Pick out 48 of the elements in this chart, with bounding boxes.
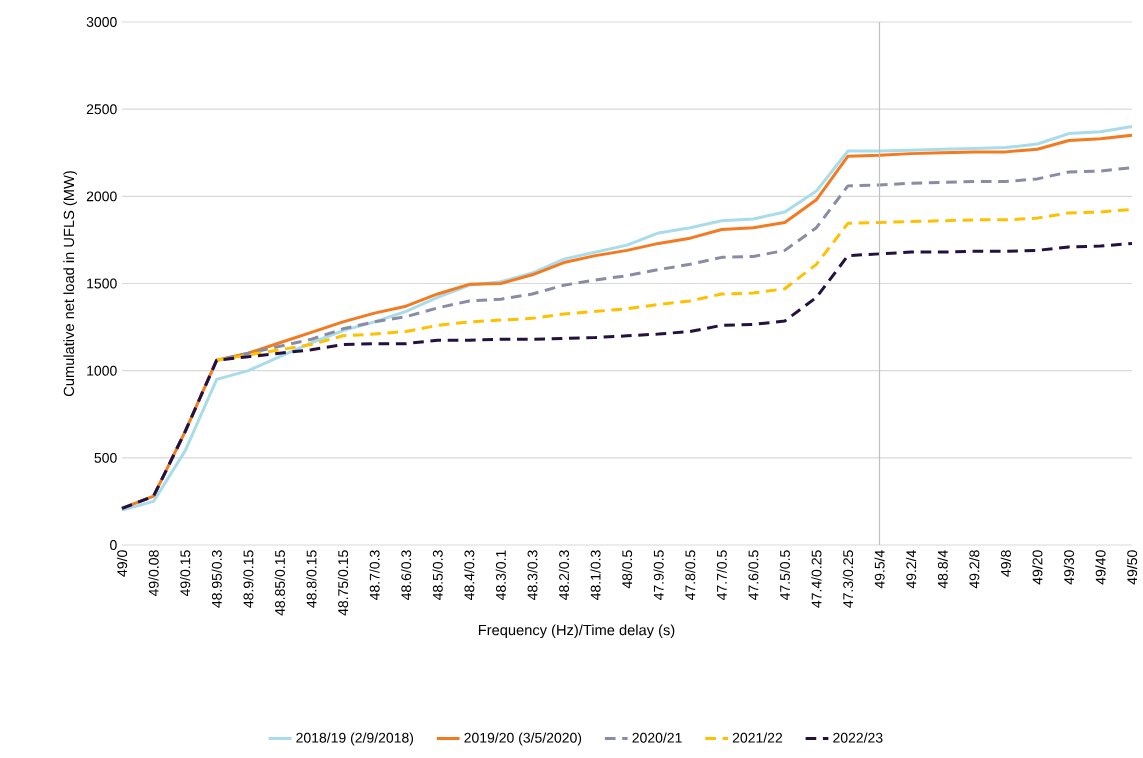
x-tick-label: 48.4/0.3 [464, 550, 475, 600]
x-tick-label: 48.3/0.1 [495, 550, 506, 600]
x-tick-label: 49/30 [1063, 550, 1075, 585]
legend-label: 2021/22 [732, 732, 783, 743]
y-tick-label: 0 [110, 540, 117, 550]
x-tick-label: 49/20 [1032, 550, 1043, 585]
x-tick-label: 48.85/0.15 [274, 550, 285, 616]
x-tick-label: 47.7/0.5 [716, 550, 727, 600]
x-tick-label: 47.3/0.25 [842, 550, 854, 608]
y-tick-label: 2000 [86, 191, 117, 202]
x-tick-label: 49/40 [1095, 550, 1106, 585]
x-tick-label: 49.2/8 [969, 550, 980, 589]
x-tick-label: 48/0.5 [621, 550, 633, 589]
legend-label: 2020/21 [632, 732, 682, 743]
x-tick-label: 49/0 [116, 550, 128, 577]
x-tick-label: 48.9/0.15 [243, 550, 254, 608]
x-tick-label: 49/50 [1126, 550, 1138, 585]
x-tick-label: 49/0.15 [179, 550, 191, 597]
x-tick-label: 47.6/0.5 [748, 550, 759, 600]
x-tick-label: 48.5/0.3 [432, 550, 443, 600]
legend-label: 2018/19 (2/9/2018) [296, 732, 414, 746]
x-tick-label: 49/8 [1000, 550, 1011, 577]
x-tick-label: 48.95/0.3 [211, 550, 222, 608]
x-tick-label: 48.8/0.15 [306, 550, 317, 608]
x-tick-label: 47.5/0.5 [779, 550, 790, 600]
x-tick-label: 49/0.08 [148, 550, 159, 597]
y-tick-label: 500 [94, 452, 117, 463]
y-tick-label: 1000 [87, 365, 117, 376]
x-tick-label: 48.75/0.15 [337, 550, 349, 616]
x-tick-label: 49.2/4 [905, 550, 917, 589]
y-axis-title: Cumulative net load in UFLS (MW) [63, 171, 77, 397]
x-tick-label: 48.3/0.3 [527, 550, 538, 600]
line-series [120, 241, 1134, 510]
x-tick-label: 47.4/0.25 [811, 550, 822, 608]
x-axis-title: Frequency (Hz)/Time delay (s) [478, 624, 675, 639]
x-tick-label: 48.6/0.3 [400, 550, 412, 600]
x-tick-label: 48.2/0.3 [558, 550, 570, 600]
x-tick-label: 48.8/4 [937, 550, 948, 589]
y-tick-label: 3000 [86, 17, 117, 27]
x-tick-label: 48.1/0.3 [590, 550, 601, 600]
legend-label: 2019/20 (3/5/2020) [464, 732, 582, 746]
legend-label: 2022/23 [833, 732, 883, 743]
x-tick-label: 48.7/0.3 [369, 550, 380, 600]
x-tick-label: 47.9/0.5 [653, 550, 664, 600]
y-tick-label: 2500 [86, 104, 117, 115]
y-tick-label: 1500 [87, 278, 117, 289]
x-tick-label: 49.5/4 [874, 550, 885, 589]
x-tick-label: 47.8/0.5 [684, 550, 696, 600]
